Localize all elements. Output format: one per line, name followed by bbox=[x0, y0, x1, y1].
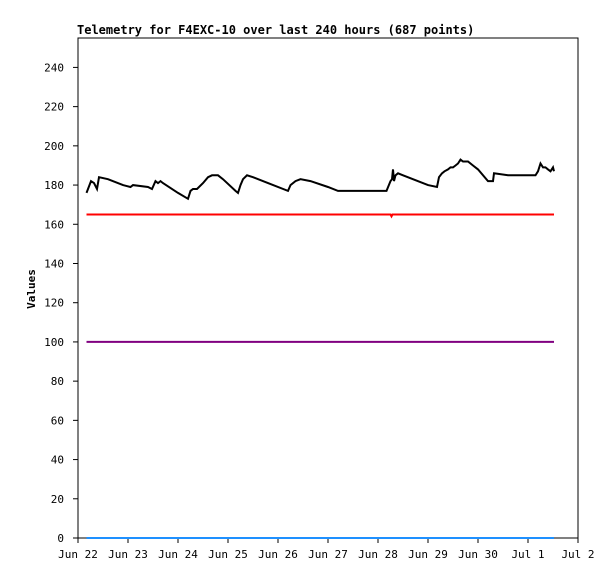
x-tick-label: Jun 28 bbox=[358, 548, 398, 561]
x-tick-label: Jun 22 bbox=[58, 548, 98, 561]
x-tick-label: Jun 29 bbox=[408, 548, 448, 561]
series-group bbox=[85, 158, 555, 539]
plot-area bbox=[77, 37, 579, 539]
x-tick-label: Jul 1 bbox=[511, 548, 544, 561]
x-tick-label: Jun 30 bbox=[458, 548, 498, 561]
x-tick-label: Jun 24 bbox=[158, 548, 198, 561]
y-tick-label: 0 bbox=[57, 532, 64, 545]
x-tick-label: Jul 2 bbox=[561, 548, 594, 561]
y-tick-label: 240 bbox=[44, 61, 64, 74]
y-tick-label: 220 bbox=[44, 101, 64, 114]
y-tick-label: 20 bbox=[51, 493, 64, 506]
y-tick-label: 40 bbox=[51, 454, 64, 467]
x-tick-label: Jun 25 bbox=[208, 548, 248, 561]
y-tick-label: 180 bbox=[44, 179, 64, 192]
y-tick-label: 200 bbox=[44, 140, 64, 153]
x-tick-label: Jun 23 bbox=[108, 548, 148, 561]
y-tick-label: 140 bbox=[44, 257, 64, 270]
x-tick-label: Jun 26 bbox=[258, 548, 298, 561]
y-tick-label: 60 bbox=[51, 414, 64, 427]
y-tick-label: 80 bbox=[51, 375, 64, 388]
x-axis: Jun 22 Jun 23 Jun 24 Jun 25 Jun 26 Jun 27 Jun … bbox=[58, 538, 595, 561]
y-axis-label: Values bbox=[25, 269, 38, 309]
series-line-1 bbox=[85, 158, 555, 201]
y-tick-label: 100 bbox=[44, 336, 64, 349]
x-tick-label: Jun 27 bbox=[308, 548, 348, 561]
y-axis: 0 20 40 60 80 100 120 140 160 180 200 220 240 bbox=[44, 61, 78, 545]
y-tick-label: 120 bbox=[44, 297, 64, 310]
y-tick-label: 160 bbox=[44, 218, 64, 231]
series-line-2 bbox=[86, 213, 554, 219]
chart-title: Telemetry for F4EXC-10 over last 240 hou… bbox=[77, 23, 474, 37]
